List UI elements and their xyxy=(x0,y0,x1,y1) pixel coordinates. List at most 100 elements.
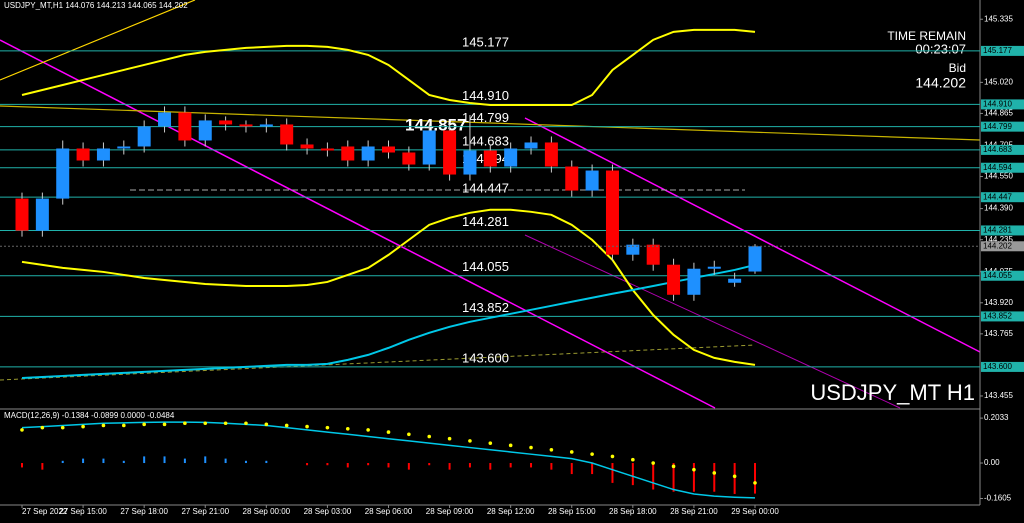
macd-bar xyxy=(611,463,614,483)
signal-dot xyxy=(40,425,45,430)
level-box xyxy=(981,225,1024,236)
level-axis-label: 144.447 xyxy=(983,192,1012,201)
x-tick-label: 27 Sep 18:00 xyxy=(120,507,168,516)
candle-body xyxy=(544,142,558,167)
level-box xyxy=(981,144,1024,155)
candle-body xyxy=(585,170,599,191)
macd-bar xyxy=(468,463,471,468)
level-box xyxy=(981,45,1024,56)
x-tick-label: 27 Sep 21:00 xyxy=(181,507,229,516)
candle-body xyxy=(96,148,110,161)
signal-dot xyxy=(671,464,676,469)
channel-line xyxy=(524,117,981,353)
macd-bar xyxy=(306,463,309,466)
macd-bar xyxy=(754,463,756,494)
level-axis-label: 144.683 xyxy=(983,145,1012,154)
signal-dot xyxy=(407,432,411,437)
candle-body xyxy=(178,112,192,141)
candle-body xyxy=(341,146,355,161)
y-tick-label: 144.235 xyxy=(984,235,1013,244)
info-label: USDJPY_MT,H1 144.076 144.213 144.065 144… xyxy=(4,1,188,10)
x-tick-label: 28 Sep 15:00 xyxy=(548,507,596,516)
candle-body xyxy=(158,112,172,127)
signal-dot xyxy=(732,474,737,479)
signal-dot xyxy=(183,421,187,426)
level-box xyxy=(981,121,1024,132)
signal-dot xyxy=(284,423,289,428)
signal-dot xyxy=(366,428,370,432)
y-tick-label: 144.550 xyxy=(984,172,1013,181)
signal-dot xyxy=(345,426,350,431)
level-axis-label: 144.055 xyxy=(983,271,1012,280)
candle-body xyxy=(707,266,721,269)
candle-body xyxy=(646,244,660,265)
candle-body xyxy=(137,126,151,147)
candle-body xyxy=(422,130,436,165)
candle-body xyxy=(605,170,619,255)
macd-bar xyxy=(326,463,329,466)
candle-body xyxy=(565,166,579,191)
signal-dot xyxy=(122,423,126,428)
macd-bar xyxy=(591,463,594,475)
signal-dot xyxy=(60,425,65,430)
signal-dot xyxy=(610,454,615,459)
candle-body xyxy=(76,148,90,161)
level-label: 144.447 xyxy=(462,181,509,196)
macd-bar xyxy=(224,458,227,464)
y-tick-label: 144.865 xyxy=(984,109,1013,118)
candle-body xyxy=(198,120,212,141)
macd-bar xyxy=(407,463,410,470)
macd-bar xyxy=(163,456,166,464)
signal-dot xyxy=(488,441,493,445)
level-label: 144.683 xyxy=(462,133,509,148)
signal-dot xyxy=(325,425,330,430)
level-label: 143.852 xyxy=(462,300,509,315)
y-tick-label: 143.920 xyxy=(984,298,1013,307)
macd-tick-label: 0.00 xyxy=(984,458,1000,467)
x-tick-label: 28 Sep 12:00 xyxy=(487,507,535,516)
macd-bar xyxy=(102,458,105,464)
macd-bar xyxy=(61,460,64,464)
symbol-label: USDJPY_MT H1 xyxy=(810,380,975,405)
candle-body xyxy=(483,150,497,167)
macd-bar xyxy=(733,463,736,494)
level-label: 144.910 xyxy=(462,88,509,103)
x-tick-label: 27 Sep 2022 xyxy=(22,507,68,516)
level-axis-label: 144.594 xyxy=(983,163,1012,172)
bid-value: 144.202 xyxy=(915,75,966,91)
candle-body xyxy=(219,120,233,125)
y-tick-label: 145.020 xyxy=(984,77,1013,86)
candle-body xyxy=(361,146,375,161)
macd-bar xyxy=(21,463,23,468)
signal-dot xyxy=(753,481,757,485)
bid-label: Bid xyxy=(949,61,966,75)
level-box xyxy=(981,361,1024,372)
level-label: 143.600 xyxy=(462,350,509,365)
trend-lines xyxy=(0,0,981,409)
signal-dot xyxy=(20,428,24,432)
signal-dot xyxy=(101,423,106,428)
x-tick-label: 28 Sep 18:00 xyxy=(609,507,657,516)
y-tick-label: 144.390 xyxy=(984,204,1013,213)
signal-dot xyxy=(508,443,513,448)
signal-dot xyxy=(203,421,208,426)
signal-dot xyxy=(162,422,167,427)
macd-bar xyxy=(346,463,349,468)
level-box xyxy=(981,311,1024,322)
macd-bar xyxy=(183,458,186,464)
level-box xyxy=(981,192,1024,203)
indicator-line xyxy=(21,263,756,379)
trend-line xyxy=(0,105,981,141)
candle-body xyxy=(382,146,395,153)
macd-bar xyxy=(713,463,716,492)
macd-bar xyxy=(652,463,655,490)
candle-body xyxy=(443,130,457,175)
candle-body xyxy=(239,124,253,127)
x-tick-label: 27 Sep 15:00 xyxy=(59,507,107,516)
macd-tick-label: -0.1605 xyxy=(984,494,1012,503)
signal-dot xyxy=(305,424,309,429)
x-tick-label: 28 Sep 06:00 xyxy=(365,507,413,516)
